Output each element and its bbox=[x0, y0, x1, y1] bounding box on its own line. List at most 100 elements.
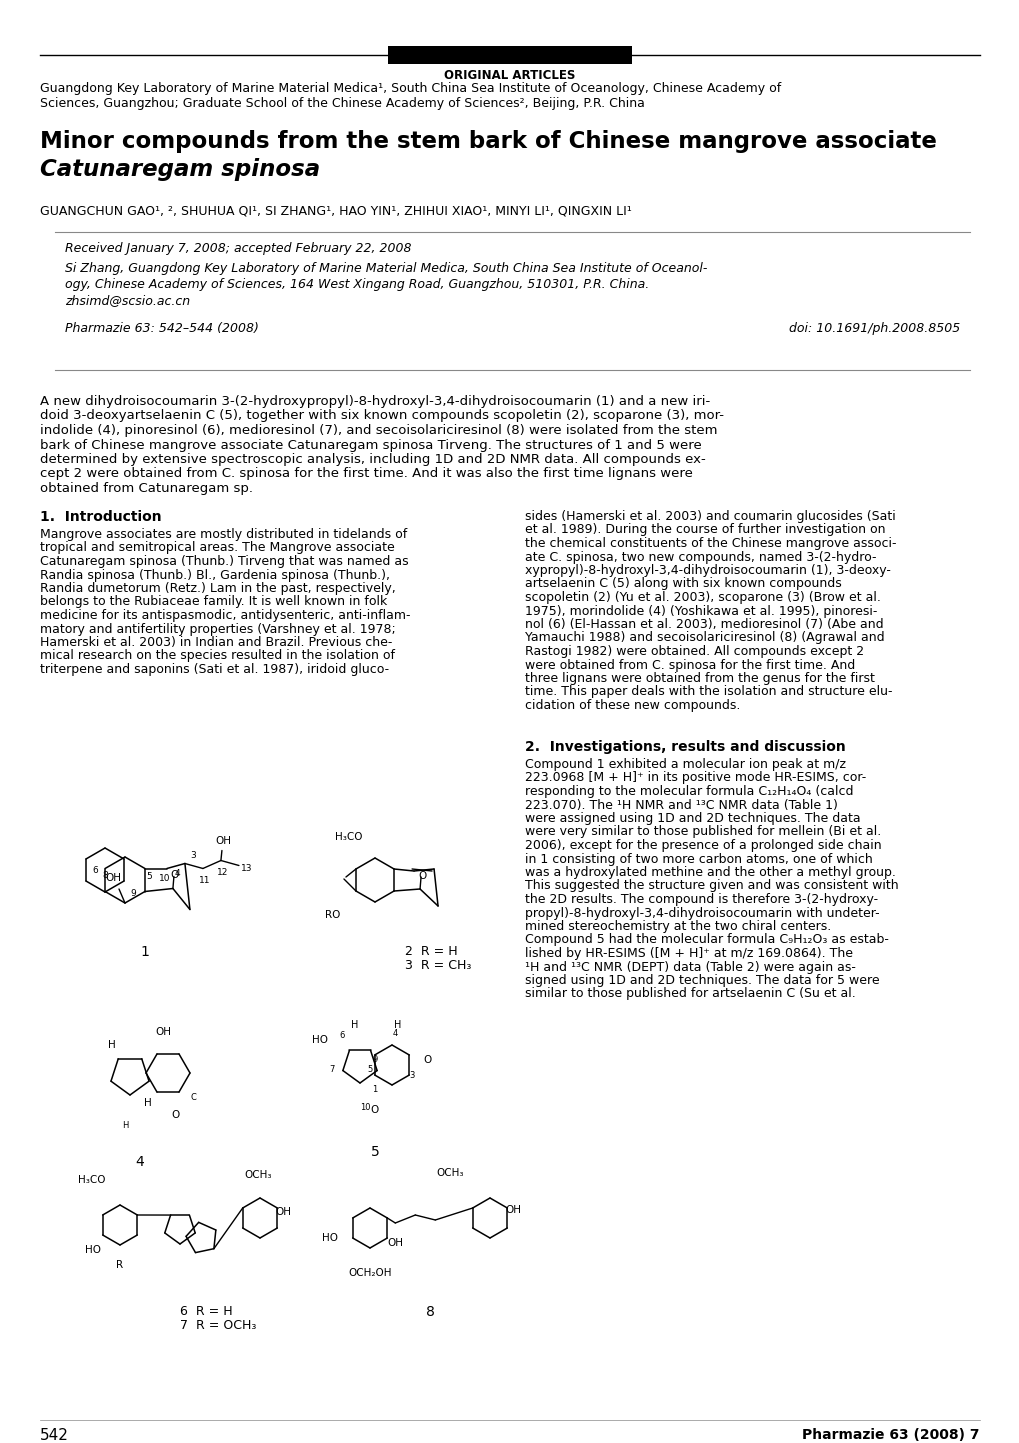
Text: 5: 5 bbox=[367, 1065, 372, 1075]
Text: O: O bbox=[371, 1105, 379, 1115]
Text: 1975), morindolide (4) (Yoshikawa et al. 1995), pinoresi-: 1975), morindolide (4) (Yoshikawa et al.… bbox=[525, 605, 876, 618]
Text: 1.  Introduction: 1. Introduction bbox=[40, 509, 161, 524]
Text: O: O bbox=[424, 1055, 432, 1065]
Text: 6: 6 bbox=[339, 1030, 344, 1039]
Text: This suggested the structure given and was consistent with: This suggested the structure given and w… bbox=[525, 879, 898, 893]
Text: 8: 8 bbox=[102, 872, 108, 880]
Text: Hamerski et al. 2003) in Indian and Brazil. Previous che-: Hamerski et al. 2003) in Indian and Braz… bbox=[40, 636, 392, 649]
Text: 9: 9 bbox=[372, 1055, 377, 1065]
Text: determined by extensive spectroscopic analysis, including 1D and 2D NMR data. Al: determined by extensive spectroscopic an… bbox=[40, 453, 705, 466]
Text: 5: 5 bbox=[370, 1144, 379, 1159]
Text: 8: 8 bbox=[425, 1304, 434, 1319]
Text: Pharmazie 63: 542–544 (2008): Pharmazie 63: 542–544 (2008) bbox=[65, 322, 259, 335]
Text: 10: 10 bbox=[360, 1102, 370, 1111]
Text: doi: 10.1691/ph.2008.8505: doi: 10.1691/ph.2008.8505 bbox=[788, 322, 959, 335]
Text: Si Zhang, Guangdong Key Laboratory of Marine Material Medica, South China Sea In: Si Zhang, Guangdong Key Laboratory of Ma… bbox=[65, 263, 707, 276]
Text: time. This paper deals with the isolation and structure elu-: time. This paper deals with the isolatio… bbox=[525, 685, 892, 698]
Text: ¹H and ¹³C NMR (DEPT) data (Table 2) were again as-: ¹H and ¹³C NMR (DEPT) data (Table 2) wer… bbox=[525, 961, 855, 974]
Text: H₃CO: H₃CO bbox=[334, 833, 362, 843]
Text: the 2D results. The compound is therefore 3-(2-hydroxy-: the 2D results. The compound is therefor… bbox=[525, 893, 877, 906]
Text: OH: OH bbox=[275, 1206, 290, 1216]
Text: OCH₂OH: OCH₂OH bbox=[347, 1268, 391, 1278]
Text: HO: HO bbox=[85, 1245, 101, 1255]
Text: Sciences, Guangzhou; Graduate School of the Chinese Academy of Sciences², Beijin: Sciences, Guangzhou; Graduate School of … bbox=[40, 97, 644, 110]
Text: bark of Chinese mangrove associate Catunaregam spinosa Tirveng. The structures o: bark of Chinese mangrove associate Catun… bbox=[40, 439, 701, 452]
Text: 3  R = CH₃: 3 R = CH₃ bbox=[405, 960, 471, 973]
Text: three lignans were obtained from the genus for the first: three lignans were obtained from the gen… bbox=[525, 672, 874, 685]
Text: Received January 7, 2008; accepted February 22, 2008: Received January 7, 2008; accepted Febru… bbox=[65, 242, 411, 255]
Text: H: H bbox=[394, 1020, 401, 1030]
Text: 2006), except for the presence of a prolonged side chain: 2006), except for the presence of a prol… bbox=[525, 838, 880, 851]
Text: H₃CO: H₃CO bbox=[77, 1175, 105, 1185]
Bar bbox=[387, 46, 632, 63]
Text: Catunaregam spinosa: Catunaregam spinosa bbox=[40, 157, 320, 180]
Text: 542: 542 bbox=[40, 1429, 69, 1443]
Text: Yamauchi 1988) and secoisolariciresinol (8) (Agrawal and: Yamauchi 1988) and secoisolariciresinol … bbox=[525, 632, 883, 645]
Text: 3: 3 bbox=[190, 851, 196, 860]
Text: 223.070). The ¹H NMR and ¹³C NMR data (Table 1): 223.070). The ¹H NMR and ¹³C NMR data (T… bbox=[525, 798, 837, 811]
Text: scopoletin (2) (Yu et al. 2003), scoparone (3) (Brow et al.: scopoletin (2) (Yu et al. 2003), scoparo… bbox=[525, 592, 880, 605]
Text: artselaenin C (5) along with six known compounds: artselaenin C (5) along with six known c… bbox=[525, 577, 841, 590]
Text: mined stereochemistry at the two chiral centers.: mined stereochemistry at the two chiral … bbox=[525, 921, 830, 934]
Text: were obtained from C. spinosa for the first time. And: were obtained from C. spinosa for the fi… bbox=[525, 658, 854, 671]
Text: signed using 1D and 2D techniques. The data for 5 were: signed using 1D and 2D techniques. The d… bbox=[525, 974, 878, 987]
Text: OH: OH bbox=[155, 1027, 171, 1038]
Text: 5: 5 bbox=[146, 872, 152, 882]
Text: C: C bbox=[190, 1094, 196, 1102]
Text: RO: RO bbox=[325, 911, 340, 921]
Text: was a hydroxylated methine and the other a methyl group.: was a hydroxylated methine and the other… bbox=[525, 866, 895, 879]
Text: H: H bbox=[121, 1121, 128, 1130]
Text: similar to those published for artselaenin C (Su et al.: similar to those published for artselaen… bbox=[525, 987, 855, 1000]
Text: nol (6) (El-Hassan et al. 2003), medioresinol (7) (Abe and: nol (6) (El-Hassan et al. 2003), mediore… bbox=[525, 618, 882, 631]
Text: Compound 5 had the molecular formula C₉H₁₂O₃ as estab-: Compound 5 had the molecular formula C₉H… bbox=[525, 934, 888, 947]
Text: OCH₃: OCH₃ bbox=[436, 1167, 464, 1177]
Text: O: O bbox=[172, 1110, 180, 1120]
Text: 6: 6 bbox=[92, 866, 98, 874]
Text: in 1 consisting of two more carbon atoms, one of which: in 1 consisting of two more carbon atoms… bbox=[525, 853, 872, 866]
Text: medicine for its antispasmodic, antidysenteric, anti-inflam-: medicine for its antispasmodic, antidyse… bbox=[40, 609, 410, 622]
Text: responding to the molecular formula C₁₂H₁₄O₄ (calcd: responding to the molecular formula C₁₂H… bbox=[525, 785, 853, 798]
Text: OH: OH bbox=[105, 873, 121, 883]
Text: 4: 4 bbox=[136, 1154, 145, 1169]
Text: zhsimd@scsio.ac.cn: zhsimd@scsio.ac.cn bbox=[65, 294, 190, 307]
Text: H: H bbox=[108, 1040, 116, 1051]
Text: 1: 1 bbox=[372, 1085, 377, 1094]
Text: GUANGCHUN GAO¹, ², SHUHUA QI¹, SI ZHANG¹, HAO YIN¹, ZHIHUI XIAO¹, MINYI LI¹, QIN: GUANGCHUN GAO¹, ², SHUHUA QI¹, SI ZHANG¹… bbox=[40, 205, 631, 218]
Text: indolide (4), pinoresinol (6), medioresinol (7), and secoisolariciresinol (8) we: indolide (4), pinoresinol (6), medioresi… bbox=[40, 424, 716, 437]
Text: ORIGINAL ARTICLES: ORIGINAL ARTICLES bbox=[444, 69, 575, 82]
Text: 1: 1 bbox=[141, 945, 150, 960]
Text: xypropyl)-8-hydroxyl-3,4-dihydroisocoumarin (1), 3-deoxy-: xypropyl)-8-hydroxyl-3,4-dihydroisocouma… bbox=[525, 564, 890, 577]
Text: 7  R = OCH₃: 7 R = OCH₃ bbox=[179, 1319, 256, 1332]
Text: Rastogi 1982) were obtained. All compounds except 2: Rastogi 1982) were obtained. All compoun… bbox=[525, 645, 863, 658]
Text: ogy, Chinese Academy of Sciences, 164 West Xingang Road, Guangzhou, 510301, P.R.: ogy, Chinese Academy of Sciences, 164 We… bbox=[65, 278, 649, 291]
Text: the chemical constituents of the Chinese mangrove associ-: the chemical constituents of the Chinese… bbox=[525, 537, 896, 550]
Text: triterpene and saponins (Sati et al. 1987), iridoid gluco-: triterpene and saponins (Sati et al. 198… bbox=[40, 662, 388, 675]
Text: Pharmazie 63 (2008) 7: Pharmazie 63 (2008) 7 bbox=[802, 1429, 979, 1442]
Text: Minor compounds from the stem bark of Chinese mangrove associate: Minor compounds from the stem bark of Ch… bbox=[40, 130, 936, 153]
Text: O: O bbox=[418, 872, 426, 882]
Text: cept 2 were obtained from C. spinosa for the first time. And it was also the fir: cept 2 were obtained from C. spinosa for… bbox=[40, 468, 692, 481]
Text: et al. 1989). During the course of further investigation on: et al. 1989). During the course of furth… bbox=[525, 524, 884, 537]
Text: 9: 9 bbox=[130, 889, 136, 898]
Text: obtained from Catunaregam sp.: obtained from Catunaregam sp. bbox=[40, 482, 253, 495]
Text: HO: HO bbox=[322, 1232, 337, 1242]
Text: R: R bbox=[116, 1260, 123, 1270]
Text: Randia spinosa (Thunb.) Bl., Gardenia spinosa (Thunb.),: Randia spinosa (Thunb.) Bl., Gardenia sp… bbox=[40, 569, 389, 582]
Text: Randia dumetorum (Retz.) Lam in the past, respectively,: Randia dumetorum (Retz.) Lam in the past… bbox=[40, 582, 395, 595]
Text: 10: 10 bbox=[159, 874, 170, 883]
Text: 13: 13 bbox=[240, 864, 253, 873]
Text: 2.  Investigations, results and discussion: 2. Investigations, results and discussio… bbox=[525, 740, 845, 755]
Text: Compound 1 exhibited a molecular ion peak at m/z: Compound 1 exhibited a molecular ion pea… bbox=[525, 758, 845, 771]
Text: 2  R = H: 2 R = H bbox=[405, 945, 458, 958]
Text: belongs to the Rubiaceae family. It is well known in folk: belongs to the Rubiaceae family. It is w… bbox=[40, 596, 387, 609]
Text: mical research on the species resulted in the isolation of: mical research on the species resulted i… bbox=[40, 649, 394, 662]
Text: matory and antifertility properties (Varshney et al. 1978;: matory and antifertility properties (Var… bbox=[40, 622, 395, 635]
Text: were assigned using 1D and 2D techniques. The data: were assigned using 1D and 2D techniques… bbox=[525, 812, 860, 825]
Text: Catunaregam spinosa (Thunb.) Tirveng that was named as: Catunaregam spinosa (Thunb.) Tirveng tha… bbox=[40, 556, 409, 569]
Text: OCH₃: OCH₃ bbox=[244, 1170, 271, 1180]
Text: propyl)-8-hydroxyl-3,4-dihydroisocoumarin with undeter-: propyl)-8-hydroxyl-3,4-dihydroisocoumari… bbox=[525, 906, 878, 919]
Text: 7: 7 bbox=[329, 1065, 334, 1075]
Text: H: H bbox=[144, 1098, 152, 1108]
Text: 3: 3 bbox=[409, 1071, 415, 1079]
Text: 223.0968 [M + H]⁺ in its positive mode HR-ESIMS, cor-: 223.0968 [M + H]⁺ in its positive mode H… bbox=[525, 772, 865, 785]
